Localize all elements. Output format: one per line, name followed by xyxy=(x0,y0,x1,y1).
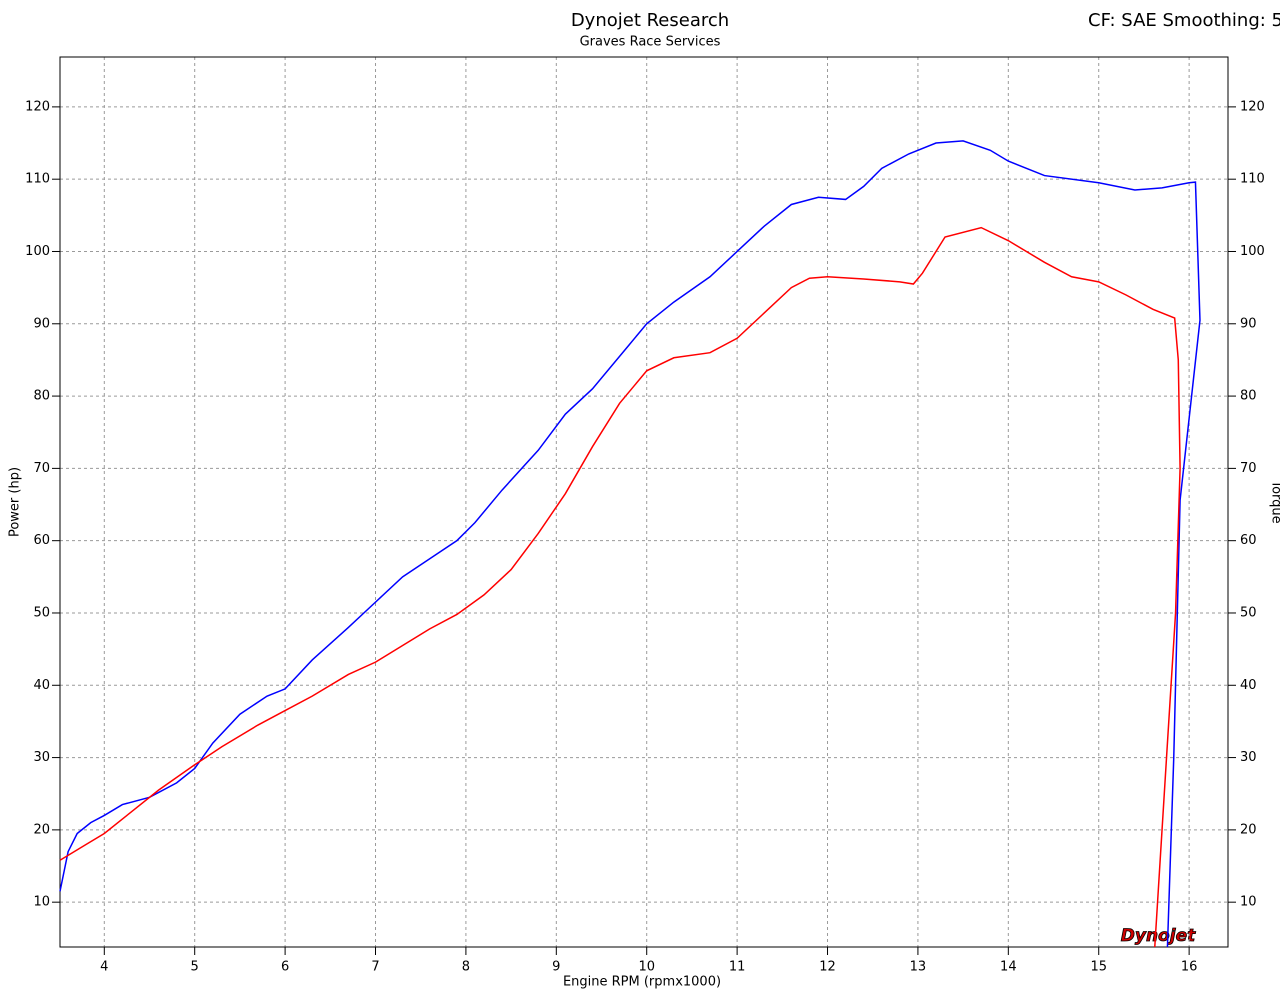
y2-tick-label: 120 xyxy=(1240,99,1265,114)
x-tick-label: 14 xyxy=(1000,960,1017,975)
series-line xyxy=(59,226,1181,948)
x-tick-label: 9 xyxy=(552,960,560,975)
x-tick-label: 11 xyxy=(729,960,746,975)
x-axis-label: Engine RPM (rpmx1000) xyxy=(563,975,721,990)
x-tick-label: 16 xyxy=(1181,960,1198,975)
y-tick-label: 60 xyxy=(33,533,50,548)
x-tick-label: 10 xyxy=(638,960,655,975)
y2-tick-label: 80 xyxy=(1240,389,1257,404)
x-tick-label: 8 xyxy=(462,960,470,975)
y2-tick-label: 110 xyxy=(1240,172,1265,187)
x-tick-label: 7 xyxy=(371,960,379,975)
x-tick-label: 6 xyxy=(281,960,289,975)
y2-tick-label: 100 xyxy=(1240,244,1265,259)
x-tick-label: 15 xyxy=(1090,960,1107,975)
y2-tick-label: 70 xyxy=(1240,461,1257,476)
y-tick-label: 30 xyxy=(33,750,50,765)
y2-tick-label: 50 xyxy=(1240,605,1257,620)
x-tick-label: 13 xyxy=(910,960,927,975)
y-tick-label: 70 xyxy=(33,461,50,476)
x-tick-label: 4 xyxy=(100,960,108,975)
y2-tick-label: 60 xyxy=(1240,533,1257,548)
y2-tick-label: 90 xyxy=(1240,316,1257,331)
logo: Dynojet xyxy=(1121,926,1196,946)
y-tick-label: 50 xyxy=(33,605,50,620)
y-tick-label: 110 xyxy=(25,172,50,187)
plot-border xyxy=(59,56,1229,948)
y2-axis-label: Torque xyxy=(1269,479,1280,523)
chart-subtitle: Graves Race Services xyxy=(580,35,721,50)
y2-tick-label: 40 xyxy=(1240,678,1257,693)
x-tick-label: 12 xyxy=(819,960,836,975)
y-tick-label: 90 xyxy=(33,316,50,331)
y-axis-label: Power (hp) xyxy=(8,467,23,537)
x-tick-label: 5 xyxy=(191,960,199,975)
y-tick-label: 10 xyxy=(33,895,50,910)
annotation: CF: SAE Smoothing: 5 xyxy=(1088,10,1280,31)
y2-tick-label: 30 xyxy=(1240,750,1257,765)
y-tick-label: 100 xyxy=(25,244,50,259)
y-tick-label: 120 xyxy=(25,99,50,114)
y-tick-label: 80 xyxy=(33,389,50,404)
y-tick-label: 20 xyxy=(33,822,50,837)
y-tick-label: 40 xyxy=(33,678,50,693)
chart-title: Dynojet Research xyxy=(571,10,729,31)
y2-tick-label: 10 xyxy=(1240,895,1257,910)
y2-tick-label: 20 xyxy=(1240,822,1257,837)
series-line xyxy=(59,140,1201,948)
